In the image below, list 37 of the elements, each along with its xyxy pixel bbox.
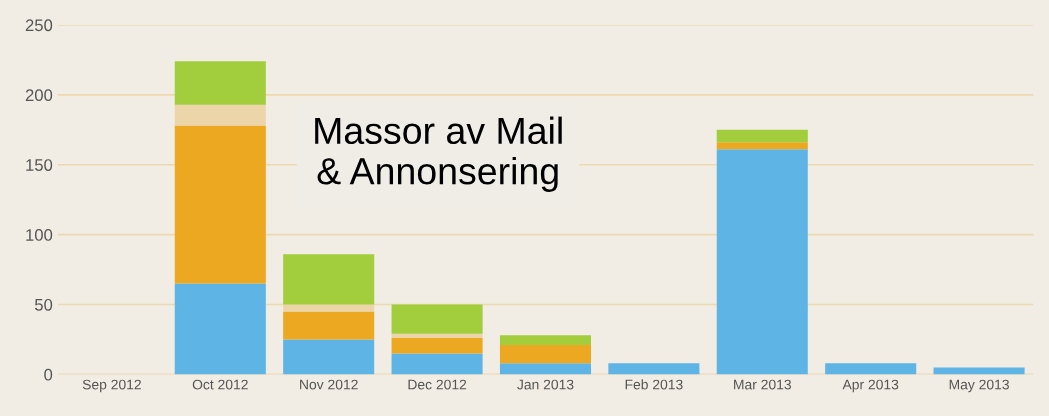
bar — [391, 338, 483, 354]
bar — [391, 353, 483, 375]
bar — [283, 339, 375, 375]
y-tick-label: 250 — [25, 19, 53, 32]
y-tick-label: 150 — [26, 159, 53, 171]
bar — [608, 363, 700, 375]
y-tick-label: 100 — [26, 229, 53, 241]
bar — [391, 333, 483, 339]
bar — [499, 345, 592, 364]
bar — [174, 283, 266, 375]
bar — [716, 129, 808, 143]
bar — [933, 367, 1025, 375]
x-tick-label: Apr 2013 — [842, 379, 899, 393]
bar — [391, 304, 483, 334]
bar — [174, 61, 266, 105]
x-tick-label: Oct 2012 — [192, 379, 248, 390]
bar — [283, 254, 375, 305]
y-tick-label: 0 — [44, 368, 53, 381]
bar — [283, 304, 375, 312]
y-tick-label: 200 — [25, 89, 53, 102]
x-tick-label: Nov 2012 — [300, 379, 358, 390]
bar — [716, 142, 808, 150]
x-tick-label: Feb 2013 — [625, 379, 683, 390]
bar — [825, 363, 917, 375]
bar — [716, 149, 808, 375]
x-tick-label: Sep 2012 — [82, 379, 141, 393]
bar — [499, 363, 592, 375]
bar — [174, 125, 266, 284]
x-tick-label: Jan 2013 — [517, 379, 574, 390]
x-tick-label: Dec 2012 — [408, 379, 467, 390]
y-tick-label: 50 — [34, 298, 53, 311]
bar — [283, 311, 375, 340]
x-tick-label: Mar 2013 — [734, 379, 791, 390]
annotation: Massor av Mail & Annonsering — [315, 116, 562, 192]
bar — [499, 335, 592, 346]
x-tick-label: May 2013 — [949, 379, 1009, 393]
bar — [174, 104, 266, 126]
